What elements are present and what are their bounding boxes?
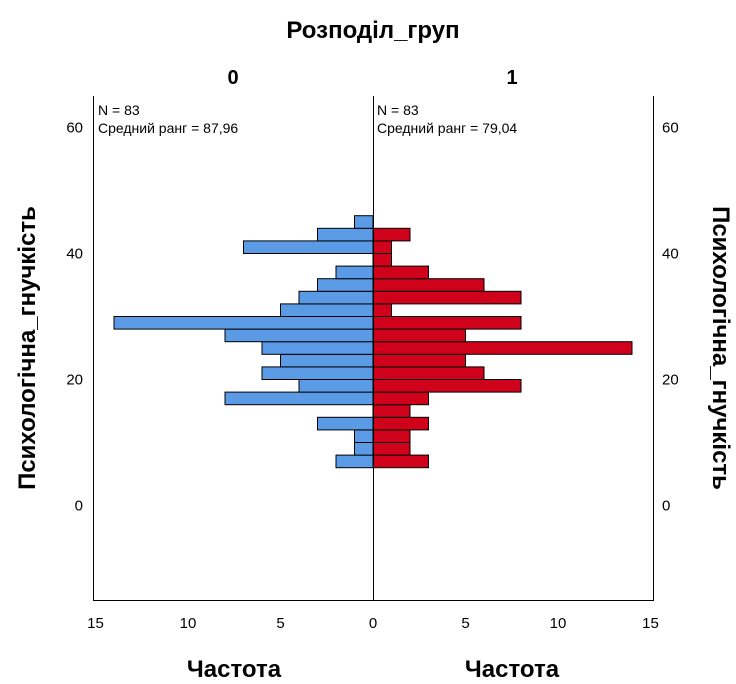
y-tick-left-1: 20 [66, 372, 83, 389]
bar-group-0-bin-5 [298, 379, 374, 393]
x-tick-left-1: 10 [180, 615, 197, 632]
bar-group-1-bin-6 [372, 379, 522, 393]
y-tick-right-2: 40 [662, 246, 679, 263]
bar-group-1-bin-17 [372, 240, 392, 254]
bar-group-1-bin-4 [372, 404, 411, 418]
x-axis-title-left: Частота [187, 656, 282, 683]
bar-group-1-bin-1 [372, 442, 411, 456]
y-tick-left-2: 40 [66, 246, 83, 263]
bar-group-0-bin-15 [243, 240, 374, 254]
annotation-rank-right: Средний ранг = 79,04 [377, 120, 517, 136]
x-tick-left-0: 15 [87, 615, 104, 632]
y-tick-left-0: 0 [75, 498, 83, 515]
bar-group-0-bin-7 [280, 353, 374, 368]
bar-group-1-bin-15 [372, 265, 429, 280]
y-axis-title-right: Психологічна_гнучкість [707, 206, 734, 490]
group-label-1: 1 [506, 67, 517, 89]
annotation-n-left: N = 83 [98, 102, 140, 118]
y-tick-right-0: 0 [662, 498, 670, 515]
bar-group-1-bin-18 [372, 227, 411, 242]
bar-group-0-bin-9 [224, 328, 374, 343]
bar-group-1-bin-8 [372, 353, 466, 368]
bar-group-0-bin-16 [317, 227, 374, 242]
bars-right-group [372, 227, 633, 469]
y-tick-right-3: 60 [662, 120, 679, 137]
x-tick-left-2: 5 [276, 615, 284, 632]
bar-group-1-bin-3 [372, 416, 429, 431]
bar-group-0-bin-10 [113, 316, 374, 330]
group-label-0: 0 [227, 67, 238, 89]
annotation-rank-left: Средний ранг = 87,96 [98, 120, 238, 136]
bar-group-0-bin-14 [335, 265, 374, 280]
bars-left-group [113, 215, 374, 469]
y-tick-right-1: 20 [662, 372, 679, 389]
bar-group-0-bin-6 [261, 366, 374, 380]
x-axis-title-right: Частота [465, 656, 560, 683]
bar-group-0-bin-17 [354, 215, 374, 229]
y-ticks-left: 0 20 40 60 [66, 120, 83, 515]
bar-group-0-bin-11 [280, 303, 374, 317]
bar-group-0-bin-4 [224, 391, 374, 406]
x-tick-left-3: 0 [369, 615, 377, 632]
bar-group-1-bin-13 [372, 290, 522, 305]
y-tick-left-3: 60 [66, 120, 83, 137]
bar-group-0-bin-0 [335, 454, 374, 469]
x-tick-right-1: 5 [461, 615, 469, 632]
bar-group-1-bin-0 [372, 454, 429, 469]
bar-group-0-bin-3 [317, 416, 374, 431]
bar-group-1-bin-2 [372, 429, 411, 443]
x-tick-right-3: 15 [642, 615, 659, 632]
bar-group-0-bin-1 [354, 442, 374, 456]
bar-group-0-bin-2 [354, 429, 374, 443]
x-tick-right-2: 10 [550, 615, 567, 632]
y-axis-title-left: Психологічна_гнучкість [14, 206, 41, 490]
bar-group-0-bin-8 [261, 341, 374, 355]
x-ticks: 15 10 5 0 5 10 15 [87, 615, 659, 632]
y-ticks-right: 0 20 40 60 [662, 120, 679, 515]
bar-group-0-bin-12 [298, 290, 374, 305]
bar-group-1-bin-5 [372, 391, 429, 406]
chart-title: Розподіл_груп [286, 17, 459, 44]
annotation-n-right: N = 83 [377, 102, 419, 118]
bar-group-0-bin-13 [317, 278, 374, 292]
bar-group-1-bin-10 [372, 328, 466, 343]
bar-group-1-bin-12 [372, 303, 392, 317]
bar-group-1-bin-9 [372, 341, 633, 355]
bar-group-1-bin-7 [372, 366, 485, 380]
bar-group-1-bin-16 [372, 253, 392, 267]
bar-group-1-bin-14 [372, 278, 485, 292]
bar-group-1-bin-11 [372, 316, 522, 330]
